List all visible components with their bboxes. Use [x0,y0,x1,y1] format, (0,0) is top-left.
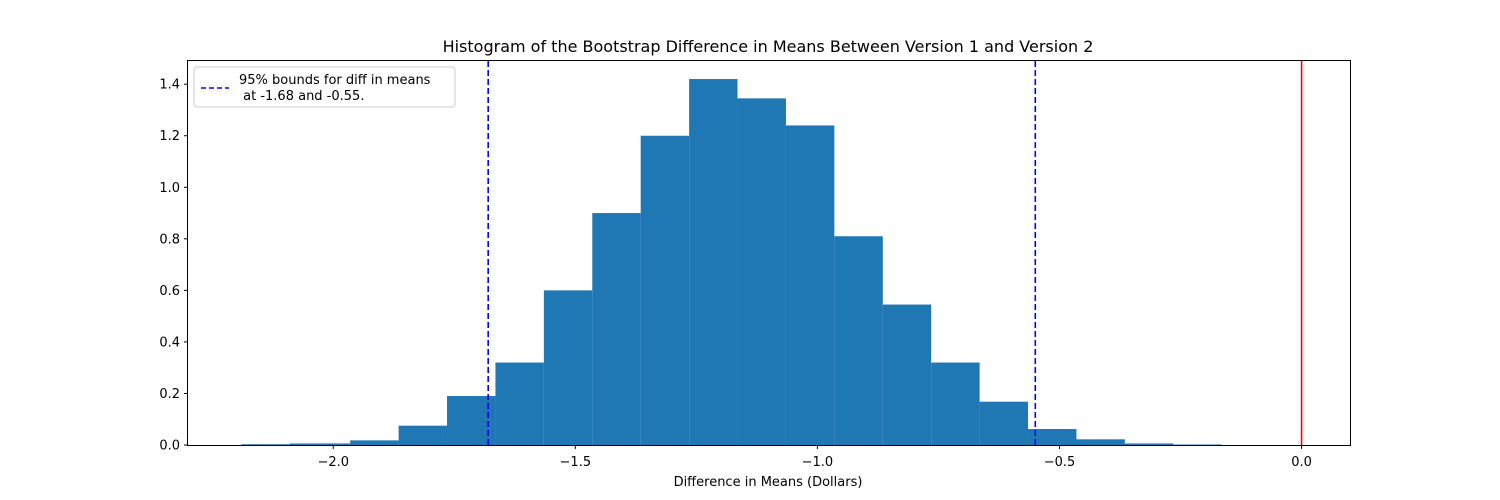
y-tick-label-2: 0.4 [159,335,180,350]
y-tick-label-6: 1.2 [159,129,180,144]
histogram-bar-18 [1124,443,1174,445]
legend: 95% bounds for diff in means at -1.68 an… [193,66,456,108]
y-tick-label-5: 1.0 [159,181,180,196]
histogram-bar-13 [882,304,932,445]
plot-frame [187,60,1351,446]
histogram-bar-3 [398,425,448,445]
histogram-bar-15 [979,401,1029,445]
histogram-bar-17 [1076,439,1125,445]
histogram-bar-7 [592,213,641,445]
y-tick-label-7: 1.4 [159,78,180,93]
histogram-bars [241,79,1222,445]
x-tick-label-3: −0.5 [1044,455,1076,470]
y-tick-label-3: 0.6 [159,284,180,299]
x-tick-label-2: −1.0 [802,455,834,470]
histogram-bar-1 [289,443,351,445]
legend-text-line-1: 95% bounds for diff in means [239,73,431,88]
histogram-bar-16 [1028,429,1077,445]
x-tick-label-4: 0.0 [1291,455,1312,470]
histogram-bar-4 [447,396,496,445]
x-axis-label: Difference in Means (Dollars) [674,475,863,490]
histogram-bar-9 [689,79,738,445]
x-tick-label-1: −1.5 [560,455,592,470]
histogram-bar-2 [350,440,399,445]
x-tick-label-0: −2.0 [317,455,349,470]
histogram-bar-19 [1173,444,1222,445]
y-axis-ticks: 0.0 0.2 0.4 0.6 0.8 1.0 1.2 1.4 [159,78,188,454]
histogram-bar-12 [834,236,883,445]
chart-title: Histogram of the Bootstrap Difference in… [443,37,1094,56]
x-axis-ticks: −2.0 −1.5 −1.0 −0.5 0.0 [317,445,1312,470]
y-tick-label-0: 0.0 [159,439,180,454]
histogram-bar-11 [785,125,835,445]
reference-lines [487,61,1303,445]
y-tick-label-4: 0.8 [159,232,180,247]
histogram-bar-5 [495,362,544,445]
histogram-bar-14 [931,362,980,445]
histogram-bar-0 [241,444,290,445]
legend-text-line-2: at -1.68 and -0.55. [239,89,364,104]
histogram-bar-6 [543,290,593,445]
histogram-bar-8 [640,135,690,445]
legend-box [193,66,456,108]
y-tick-label-1: 0.2 [159,387,180,402]
histogram-bar-10 [737,98,786,445]
